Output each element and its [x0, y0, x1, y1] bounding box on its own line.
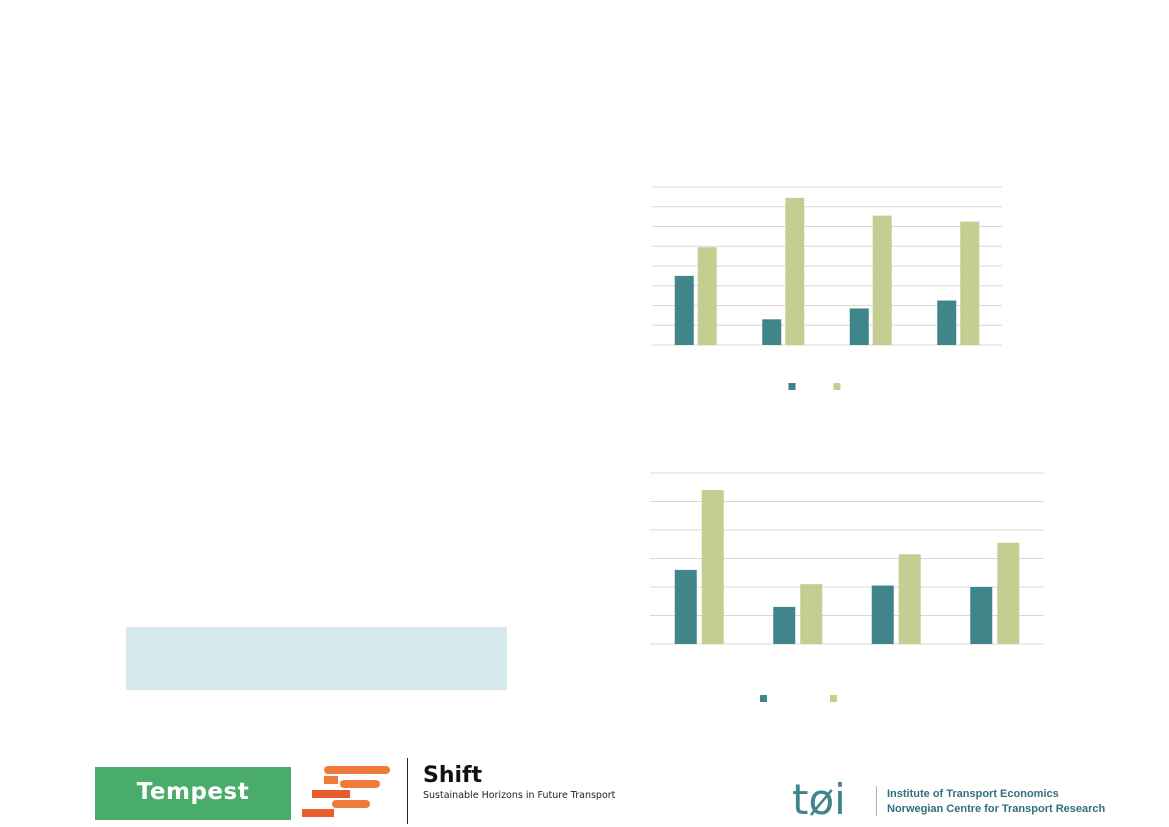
chart-bottom [650, 472, 1044, 702]
shift-logo-title: Shift [423, 763, 483, 788]
bar-series1-2 [762, 319, 782, 345]
legend-marker-series2 [833, 383, 841, 390]
tempest-logo: Tempest [95, 767, 291, 820]
toi-logo-line2: Norwegian Centre for Transport Research [887, 803, 1106, 815]
toi-logo-icon: tøi [792, 776, 846, 820]
shift-logo-subtitle: Sustainable Horizons in Future Transport [423, 790, 616, 801]
bar-series2-3 [872, 215, 892, 345]
bar-series1-1 [674, 569, 697, 644]
bar-series2-1 [701, 490, 724, 644]
legend-marker-series2 [830, 695, 837, 702]
bar-series2-2 [800, 584, 823, 644]
bar-series1-1 [674, 275, 694, 345]
toi-logo-line1: Institute of Transport Economics [887, 788, 1059, 800]
toi-divider [876, 786, 877, 816]
bar-series2-3 [898, 554, 921, 644]
bar-series2-1 [697, 247, 717, 345]
chart-top [652, 186, 1002, 390]
bar-series1-3 [871, 585, 894, 644]
bar-series1-4 [970, 587, 993, 644]
bar-series1-4 [937, 300, 957, 345]
bar-series2-4 [960, 221, 980, 345]
bar-series2-2 [785, 197, 805, 345]
highlight-box [126, 627, 507, 690]
legend-marker-series1 [788, 383, 796, 390]
bar-series1-3 [849, 308, 869, 345]
tempest-logo-text: Tempest [136, 779, 250, 805]
bar-series1-2 [773, 606, 796, 644]
shift-logo-icon [302, 766, 390, 817]
svg-text:tøi: tøi [792, 776, 846, 820]
bar-series2-4 [997, 542, 1020, 644]
legend-marker-series1 [760, 695, 767, 702]
shift-divider [407, 758, 408, 824]
